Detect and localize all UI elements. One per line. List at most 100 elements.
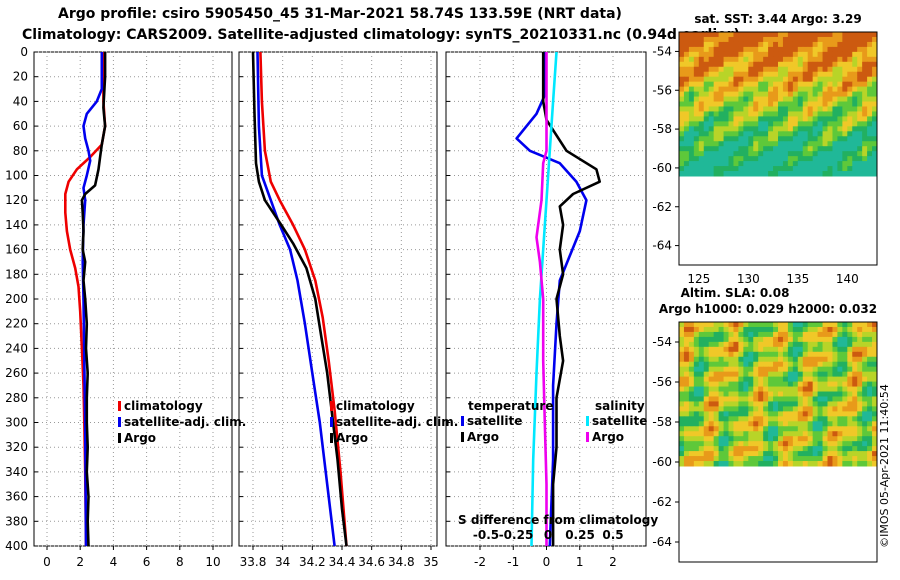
map-cell (693, 391, 700, 397)
map-cell (683, 51, 690, 58)
map-cell (817, 116, 824, 122)
map-cell (822, 401, 828, 407)
map-cell (842, 351, 848, 358)
map-cell (837, 146, 843, 152)
map-cell (812, 381, 819, 388)
map-cell (768, 426, 774, 432)
map-cell (797, 406, 804, 412)
map-cell (693, 386, 700, 393)
map-cell (738, 361, 744, 368)
map-cell (773, 346, 779, 353)
map-cell (753, 76, 759, 83)
map-cell (773, 61, 779, 68)
map-cell (723, 461, 729, 467)
map-cell (782, 131, 789, 137)
map-cell (758, 376, 764, 383)
map-cell (768, 76, 774, 83)
map-cell (698, 436, 705, 442)
map-cell (862, 421, 868, 427)
map-cell (768, 161, 774, 167)
map-cell (862, 96, 868, 103)
map-cell (822, 376, 828, 383)
map-cell (782, 91, 789, 98)
map-cell (847, 451, 853, 457)
map-cell (817, 126, 824, 132)
map-cell (753, 411, 759, 417)
map-cell (688, 106, 695, 112)
map-cell (763, 116, 769, 122)
map-cell (723, 36, 729, 43)
map-cell (743, 131, 749, 137)
map-cell (703, 416, 710, 422)
map-cell (768, 61, 774, 68)
map-cell (807, 131, 814, 137)
map-cell (872, 456, 878, 462)
map-cell (679, 356, 685, 363)
map-cell (713, 356, 720, 363)
map-cell (728, 436, 734, 442)
map-cell (683, 426, 690, 432)
map-cell (693, 431, 700, 437)
map-cell (802, 436, 809, 442)
map-cell (832, 166, 838, 172)
map-cell (693, 401, 700, 407)
map-cell (768, 81, 774, 88)
map-cell (713, 441, 720, 447)
map-cell (688, 36, 695, 43)
map-cell (817, 101, 824, 107)
map-cell (713, 101, 720, 107)
map-cell (812, 141, 819, 147)
map-cell (862, 121, 868, 127)
map-cell (797, 371, 804, 378)
map-cell (842, 81, 848, 88)
map-cell (723, 111, 729, 117)
map-cell (773, 46, 779, 53)
map-cell (778, 126, 784, 132)
map-cell (817, 171, 824, 177)
map-cell (743, 406, 749, 412)
map-cell (718, 66, 725, 73)
map-cell (802, 51, 809, 58)
map-cell (797, 111, 804, 117)
map-cell (683, 322, 690, 328)
map-cell (693, 456, 700, 462)
map-cell (872, 416, 878, 422)
legend-label: satellite-adj. clim. (124, 415, 246, 429)
map-cell (797, 336, 804, 343)
map-cell (738, 446, 744, 452)
map-cell (867, 416, 873, 422)
map-cell (817, 121, 824, 127)
map-cell (792, 346, 799, 353)
map-cell (683, 96, 690, 103)
map-cell (698, 111, 705, 117)
map-cell (857, 381, 863, 388)
map-cell (817, 351, 824, 358)
map-cell (688, 341, 695, 348)
map-cell (862, 116, 868, 122)
map-cell (827, 51, 833, 58)
map-cell (688, 86, 695, 93)
map-cell (837, 56, 843, 63)
map-cell (723, 76, 729, 83)
map-cell (867, 46, 873, 53)
map-cell (857, 61, 863, 68)
map-cell (753, 151, 759, 157)
map-cell (812, 146, 819, 152)
map-cell (862, 426, 868, 432)
title-line-1: Argo profile: csiro 5905450_45 31-Mar-20… (58, 6, 622, 22)
map-cell (718, 101, 725, 107)
map-cell (852, 71, 858, 78)
map-cell (852, 376, 858, 383)
map-cell (842, 336, 848, 343)
map-cell (778, 36, 784, 43)
map-cell (778, 146, 784, 152)
map-cell (708, 91, 715, 98)
map-cell (733, 171, 739, 177)
map-cell (723, 381, 729, 388)
map-cell (758, 111, 764, 117)
map-cell (812, 451, 819, 457)
map-cell (768, 346, 774, 353)
map-cell (802, 86, 809, 93)
map-cell (802, 46, 809, 53)
map-cell (733, 66, 739, 73)
